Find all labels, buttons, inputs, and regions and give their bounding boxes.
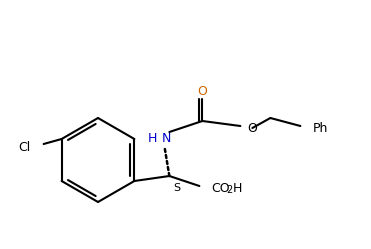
Text: S: S [173, 183, 180, 193]
Text: Ph: Ph [312, 122, 328, 134]
Text: O: O [247, 122, 257, 134]
Text: CO: CO [211, 182, 230, 194]
Text: 2: 2 [226, 185, 233, 195]
Text: N: N [162, 131, 171, 144]
Text: H: H [232, 182, 242, 194]
Text: O: O [197, 84, 207, 98]
Text: H: H [148, 131, 157, 144]
Text: Cl: Cl [19, 140, 31, 153]
